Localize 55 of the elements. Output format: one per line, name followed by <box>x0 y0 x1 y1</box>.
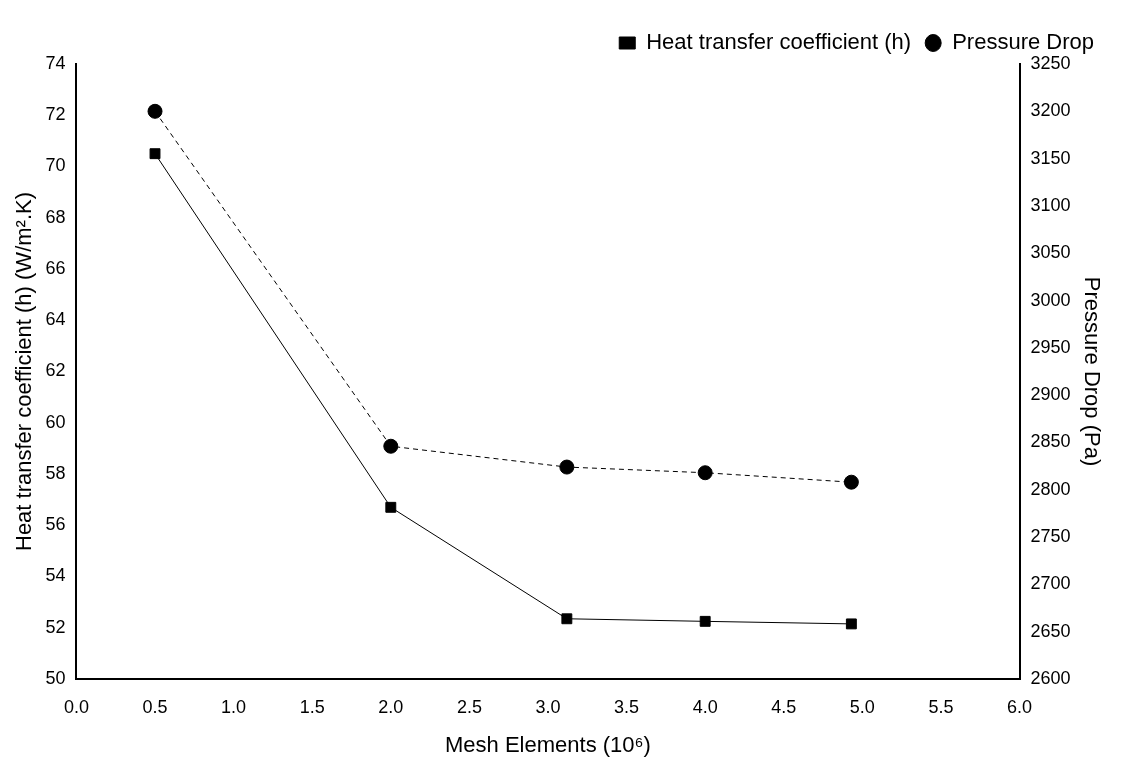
x-tick-label: 0.0 <box>63 696 89 717</box>
y-tick-label: 74 <box>45 52 66 73</box>
y2-tick-label: 3100 <box>1030 194 1071 215</box>
y2-tick-label: 2850 <box>1030 431 1071 452</box>
y-tick-label: 64 <box>45 309 66 330</box>
y-tick-label: 72 <box>45 104 66 125</box>
point <box>699 615 711 627</box>
y2-tick-label: 2800 <box>1030 478 1071 499</box>
y2-tick-label: 2950 <box>1030 336 1071 357</box>
x-tick-label: 6.0 <box>1007 696 1033 717</box>
point <box>561 613 573 625</box>
x-tick-label: 3.0 <box>535 696 561 717</box>
y-tick-label: 62 <box>45 360 66 381</box>
x-tick-label: 1.0 <box>221 696 247 717</box>
point <box>147 103 163 119</box>
x-tick-label: 5.0 <box>849 696 875 717</box>
y-tick-label: 58 <box>45 462 66 483</box>
point <box>845 618 857 630</box>
y2-tick-label: 3000 <box>1030 289 1071 310</box>
y2-tick-label: 2700 <box>1030 573 1071 594</box>
x-tick-label: 4.5 <box>771 696 797 717</box>
y2-tick-label: 3250 <box>1030 52 1071 73</box>
y-tick-label: 60 <box>45 411 66 432</box>
legend-label: Pressure Drop <box>952 29 1095 55</box>
y2-tick-label: 2600 <box>1030 667 1071 688</box>
point <box>385 501 397 513</box>
x-tick-label: 0.5 <box>142 696 168 717</box>
x-tick-label: 1.5 <box>299 696 325 717</box>
y2-axis-title: Pressure Drop (Pa) <box>1079 276 1105 467</box>
y2-tick-label: 3050 <box>1030 242 1071 263</box>
y-tick-label: 66 <box>45 257 66 278</box>
point <box>843 474 859 490</box>
y-tick-label: 68 <box>45 206 66 227</box>
y-tick-label: 54 <box>45 565 66 586</box>
x-tick-label: 4.0 <box>692 696 718 717</box>
point <box>383 438 399 454</box>
y2-tick-label: 2750 <box>1030 526 1071 547</box>
point <box>697 465 713 481</box>
x-tick-label: 5.5 <box>928 696 954 717</box>
y2-tick-label: 3150 <box>1030 147 1071 168</box>
y-tick-label: 50 <box>45 667 66 688</box>
y2-tick-label: 3200 <box>1030 100 1071 121</box>
x-tick-label: 2.0 <box>378 696 404 717</box>
y2-tick-label: 2900 <box>1030 384 1071 405</box>
y2-tick-label: 2650 <box>1030 620 1071 641</box>
y-tick-label: 70 <box>45 155 66 176</box>
point <box>559 459 575 475</box>
y-axis-title: Heat transfer coefficient (h) (W/m².K) <box>11 191 37 552</box>
x-axis-title: Mesh Elements (10⁶) <box>445 731 651 757</box>
y-tick-label: 56 <box>45 514 66 535</box>
x-tick-label: 2.5 <box>456 696 482 717</box>
y-tick-label: 52 <box>45 616 66 637</box>
point <box>149 148 161 160</box>
x-tick-label: 3.5 <box>614 696 640 717</box>
legend-label: Heat transfer coefficient (h) <box>646 29 912 55</box>
